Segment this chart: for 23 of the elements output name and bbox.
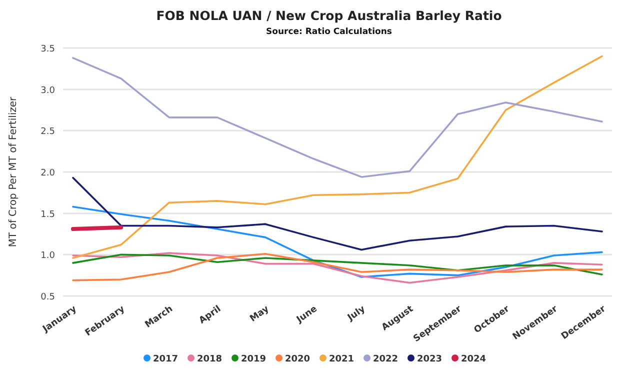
y-tick-label: 3.0: [40, 86, 56, 96]
legend-label: 2020: [285, 354, 310, 364]
y-tick-label: 2.0: [40, 168, 56, 178]
y-tick-label: 1.0: [40, 251, 56, 262]
line-series: [72, 55, 603, 259]
y-axis-title: MT of Crop Per MT of Fertilizer: [8, 96, 19, 248]
y-tick-label: 0.5: [40, 292, 55, 302]
legend-label: 2017: [153, 354, 178, 364]
line-series: [72, 57, 603, 178]
y-tick-label: 1.5: [40, 210, 55, 220]
line-series: [72, 254, 603, 276]
chart-title: FOB NOLA UAN / New Crop Australia Barley Ratio: [156, 8, 502, 23]
line-series: [72, 176, 603, 251]
y-tick-label: 3.5: [40, 44, 55, 54]
legend-label: 2021: [329, 354, 354, 364]
legend-label: 2023: [417, 354, 442, 364]
legend-label: 2024: [461, 354, 486, 364]
legend-label: 2022: [373, 354, 398, 364]
line-series: [72, 206, 603, 278]
legend-label: 2019: [241, 354, 266, 364]
legend-label: 2018: [197, 354, 222, 364]
chart-subtitle: Source: Ratio Calculations: [266, 27, 392, 37]
y-tick-label: 2.5: [40, 127, 55, 138]
